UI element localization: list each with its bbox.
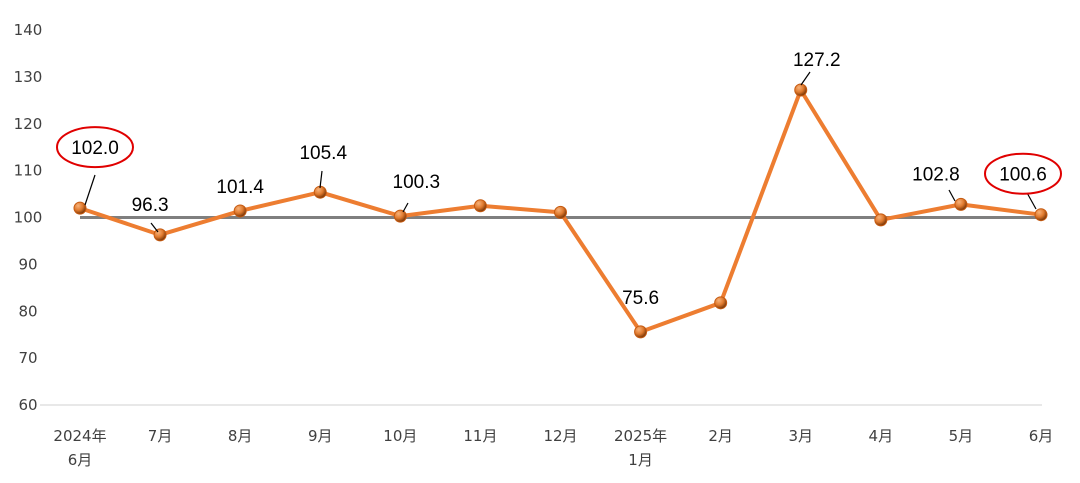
y-tick-label: 110 xyxy=(14,162,43,180)
x-tick-label: 5月 xyxy=(949,427,974,445)
y-tick-label: 120 xyxy=(14,115,43,133)
highlight-circle xyxy=(984,152,1062,195)
data-point xyxy=(393,209,407,223)
x-tick-label: 2月 xyxy=(708,427,733,445)
y-tick-label: 90 xyxy=(18,255,37,273)
data-label: 127.2 xyxy=(793,50,841,71)
data-point xyxy=(954,197,968,211)
leader-line xyxy=(948,189,956,202)
data-point xyxy=(794,83,808,97)
x-tick-label: 2025年 xyxy=(614,427,667,445)
y-tick-label: 140 xyxy=(14,21,43,39)
data-markers xyxy=(73,83,1048,339)
data-point xyxy=(473,199,487,213)
data-point xyxy=(714,296,728,310)
x-tick-label: 6月 xyxy=(1029,427,1054,445)
x-tick-label: 10月 xyxy=(383,427,417,445)
x-tick-label: 1月 xyxy=(628,451,653,469)
data-point xyxy=(554,205,567,219)
y-axis-ticks: 60 70 80 90 100 110 120 130 140 xyxy=(14,21,43,414)
x-tick-label: 8月 xyxy=(228,427,253,445)
data-point xyxy=(153,228,167,242)
x-tick-label: 11月 xyxy=(463,427,497,445)
highlight-circle xyxy=(56,126,134,169)
data-point xyxy=(634,325,648,339)
data-point xyxy=(233,204,247,218)
data-point xyxy=(1034,208,1048,222)
x-tick-label: 12月 xyxy=(543,427,577,445)
data-label: 96.3 xyxy=(132,195,169,216)
leader-line xyxy=(319,170,323,189)
y-tick-label: 70 xyxy=(18,349,37,367)
leader-line xyxy=(150,222,159,233)
y-tick-label: 100 xyxy=(14,209,43,227)
data-label: 100.6 xyxy=(999,165,1047,186)
x-tick-label: 6月 xyxy=(68,451,93,469)
y-tick-label: 130 xyxy=(14,68,43,86)
x-tick-label: 7月 xyxy=(148,427,173,445)
data-point xyxy=(874,213,888,227)
data-label: 105.4 xyxy=(299,143,347,164)
data-label: 75.6 xyxy=(622,288,659,309)
leader-line xyxy=(800,71,811,86)
data-label: 102.0 xyxy=(71,138,119,159)
data-label: 101.4 xyxy=(216,177,264,198)
x-tick-label: 2024年 xyxy=(53,427,106,445)
leader-line xyxy=(84,174,96,206)
data-label: 102.8 xyxy=(912,164,960,185)
y-tick-label: 80 xyxy=(18,302,37,320)
leader-line xyxy=(402,202,409,213)
data-point xyxy=(73,201,87,215)
data-label: 100.3 xyxy=(393,172,441,193)
y-tick-label: 60 xyxy=(18,396,37,414)
x-tick-label: 3月 xyxy=(788,427,813,445)
data-labels: 102.0 96.3 101.4 105.4 100.3 75.6 127.2 102.8 10… xyxy=(56,50,1062,309)
x-tick-label: 4月 xyxy=(869,427,894,445)
x-tick-label: 9月 xyxy=(308,427,333,445)
x-axis-ticks: 2024年 6月 7月 8月 9月 10月 11月 12月 2025年 1月 2月 3月 4月 5月 6月 xyxy=(53,427,1053,469)
